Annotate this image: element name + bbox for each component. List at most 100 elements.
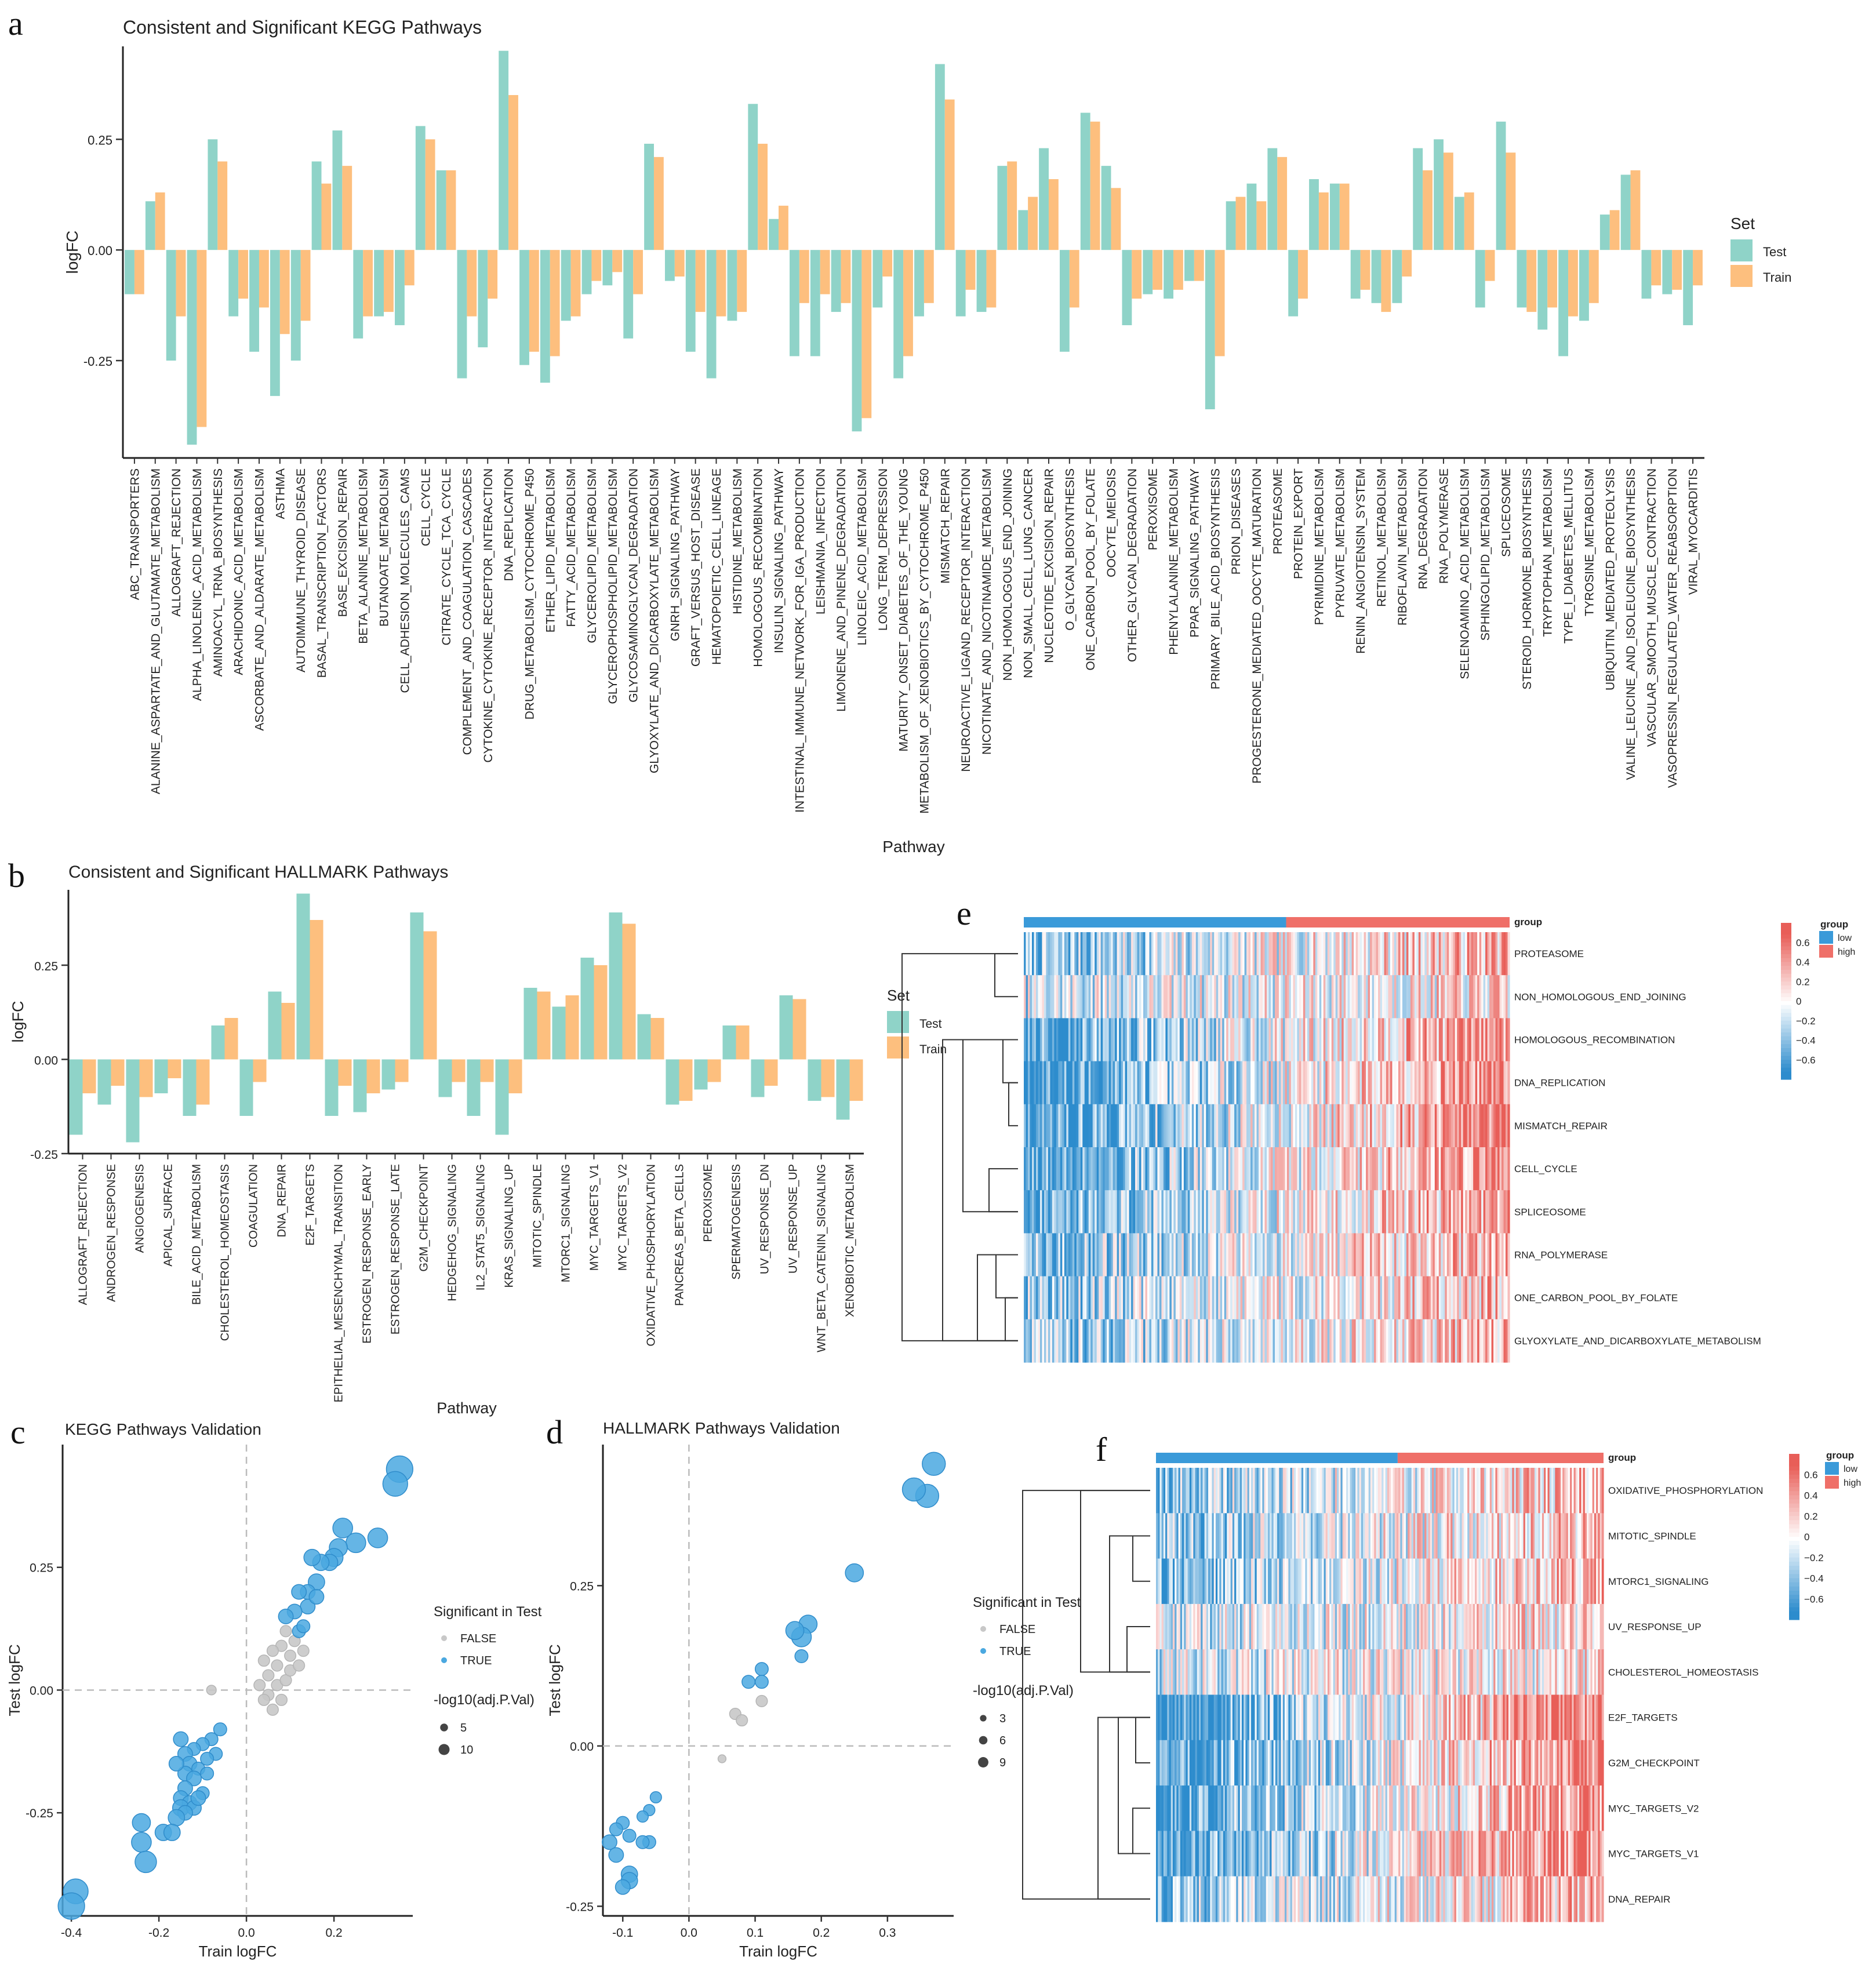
heatmap-cell <box>1275 1603 1278 1650</box>
heatmap-cell <box>1163 1603 1166 1650</box>
heatmap-cell <box>1236 975 1239 1019</box>
heatmap-cell <box>1151 1104 1154 1148</box>
heatmap-cell <box>1076 1319 1079 1363</box>
heatmap-cell <box>1258 1558 1261 1605</box>
heatmap-cell <box>1339 975 1342 1019</box>
bar-train <box>168 1059 181 1078</box>
heatmap-cell <box>1489 1468 1492 1514</box>
heatmap-cell <box>1351 1785 1354 1831</box>
bar-train <box>903 250 913 357</box>
heatmap-cell <box>1099 1276 1101 1320</box>
heatmap-cell <box>1315 1061 1318 1105</box>
heatmap-cell <box>1190 1147 1193 1191</box>
heatmap-cell <box>1072 932 1075 976</box>
row-label: SPLICEOSOME <box>1514 1206 1586 1217</box>
heatmap-cell <box>1165 1190 1168 1234</box>
heatmap-cell <box>1501 1785 1503 1831</box>
heatmap-cell <box>1325 1190 1328 1234</box>
point-significant <box>57 1892 85 1920</box>
heatmap-cell <box>1256 1190 1259 1234</box>
heatmap-cell <box>1221 1558 1224 1605</box>
heatmap-cell <box>1337 1603 1339 1650</box>
heatmap-cell <box>1396 1740 1399 1786</box>
heatmap-cell <box>1309 1061 1312 1105</box>
heatmap-cell <box>1090 975 1093 1019</box>
heatmap-cell <box>1503 1785 1506 1831</box>
x-tick-label: BUTANOATE_METABOLISM <box>378 468 391 627</box>
heatmap-cell <box>1117 1319 1119 1363</box>
heatmap-cell <box>1158 1558 1161 1605</box>
heatmap-cell <box>1394 1513 1397 1559</box>
heatmap-cell <box>1426 1147 1429 1191</box>
heatmap-cell <box>1131 1233 1134 1277</box>
heatmap-cell <box>1337 1785 1339 1831</box>
heatmap-cell <box>1309 1319 1312 1363</box>
heatmap-cell <box>1096 1018 1099 1062</box>
heatmap-cell <box>1450 1468 1453 1514</box>
heatmap-cell <box>1487 1319 1490 1363</box>
heatmap-cell <box>1317 1233 1320 1277</box>
heatmap-cell <box>1184 1649 1187 1696</box>
heatmap-cell <box>1311 1018 1314 1062</box>
heatmap-cell <box>1301 932 1304 976</box>
heatmap-cell <box>1277 1694 1279 1741</box>
heatmap-cell <box>1503 1694 1506 1741</box>
heatmap-cell <box>1155 1018 1158 1062</box>
heatmap-cell <box>1388 1104 1391 1148</box>
heatmap-cell <box>1227 1558 1230 1605</box>
heatmap-cell <box>1459 1147 1461 1191</box>
heatmap-cell <box>1374 1319 1377 1363</box>
heatmap-cell <box>1163 1147 1166 1191</box>
heatmap-cell <box>1457 975 1460 1019</box>
heatmap-cell <box>1274 1104 1278 1148</box>
heatmap-cell <box>1250 1104 1253 1148</box>
heatmap-cell <box>1297 1694 1300 1741</box>
heatmap-cell <box>1267 1018 1270 1062</box>
heatmap-cell <box>1512 1740 1515 1786</box>
heatmap-cell <box>1221 1649 1224 1696</box>
heatmap-cell <box>1092 975 1095 1019</box>
heatmap-cell <box>1217 1740 1220 1786</box>
heatmap-cell <box>1236 1649 1239 1696</box>
heatmap-cell <box>1078 1104 1081 1148</box>
heatmap-cell <box>1145 1319 1148 1363</box>
heatmap-cell <box>1204 1558 1207 1605</box>
heatmap-cell <box>1434 1018 1437 1062</box>
heatmap-cell <box>1182 1694 1184 1741</box>
x-tick-label: UV_RESPONSE_DN <box>759 1164 772 1274</box>
heatmap-cell <box>1143 1147 1146 1191</box>
heatmap-cell <box>1155 975 1158 1019</box>
heatmap-cell <box>1034 1233 1037 1277</box>
heatmap-cell <box>1202 1233 1205 1277</box>
heatmap-cell <box>1422 1061 1425 1105</box>
heatmap-cell <box>1417 1785 1420 1831</box>
heatmap-cell <box>1202 1740 1205 1786</box>
heatmap-cell <box>1402 932 1405 976</box>
heatmap-cell <box>1096 932 1099 976</box>
bar-train <box>224 1018 238 1060</box>
heatmap-cell <box>1549 1603 1552 1650</box>
heatmap-cell <box>1222 932 1225 976</box>
heatmap-cell <box>1570 1694 1572 1741</box>
heatmap-cell <box>1321 975 1324 1019</box>
heatmap-cell <box>1170 1694 1173 1741</box>
point-not-significant <box>206 1685 217 1696</box>
heatmap-cell <box>1236 1147 1239 1191</box>
bar-train <box>253 1059 267 1082</box>
heatmap-cell <box>1240 975 1243 1019</box>
heatmap-cell <box>1579 1740 1581 1786</box>
heatmap-cell <box>1438 975 1441 1019</box>
heatmap-cell <box>1225 1558 1227 1605</box>
heatmap-cell <box>1416 932 1419 976</box>
heatmap-cell <box>1271 1785 1274 1831</box>
heatmap-cell <box>1584 1603 1587 1650</box>
heatmap-cell <box>1337 975 1340 1019</box>
heatmap-cell <box>1402 1233 1405 1277</box>
heatmap-cell <box>1309 932 1312 976</box>
bar-test <box>1558 250 1569 357</box>
heatmap-cell <box>1210 1061 1213 1105</box>
point-significant <box>186 1770 202 1787</box>
heatmap-cell <box>1030 1319 1032 1363</box>
heatmap-cell <box>1103 1319 1106 1363</box>
heatmap-cell <box>1180 1649 1183 1696</box>
